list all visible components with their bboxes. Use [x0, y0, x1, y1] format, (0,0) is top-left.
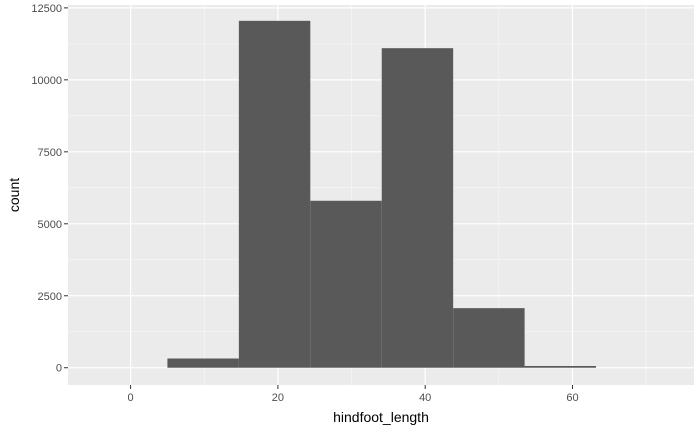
y-tick-label: 10000 — [31, 75, 62, 87]
histogram-bar — [381, 48, 454, 368]
histogram-bars — [167, 20, 597, 368]
x-tick-label: 40 — [419, 392, 431, 404]
y-tick-label: 2500 — [38, 291, 62, 303]
y-tick-label: 7500 — [38, 147, 62, 159]
x-axis-title: hindfoot_length — [333, 409, 429, 425]
histogram-bar — [310, 200, 382, 368]
y-tick-label: 5000 — [38, 219, 62, 231]
histogram-bar — [524, 366, 597, 368]
y-axis-title: count — [6, 178, 22, 212]
histogram-bar — [453, 308, 525, 368]
y-axis-ticks: 0 2500 5000 7500 10000 12500 — [31, 3, 68, 375]
y-tick-label: 12500 — [31, 3, 62, 15]
x-tick-label: 0 — [128, 392, 134, 404]
x-tick-label: 20 — [272, 392, 284, 404]
y-tick-label: 0 — [56, 363, 62, 375]
histogram-bar — [238, 20, 311, 368]
histogram-bar — [167, 358, 239, 368]
x-axis-ticks: 0 20 40 60 — [128, 385, 579, 404]
x-tick-label: 60 — [566, 392, 578, 404]
